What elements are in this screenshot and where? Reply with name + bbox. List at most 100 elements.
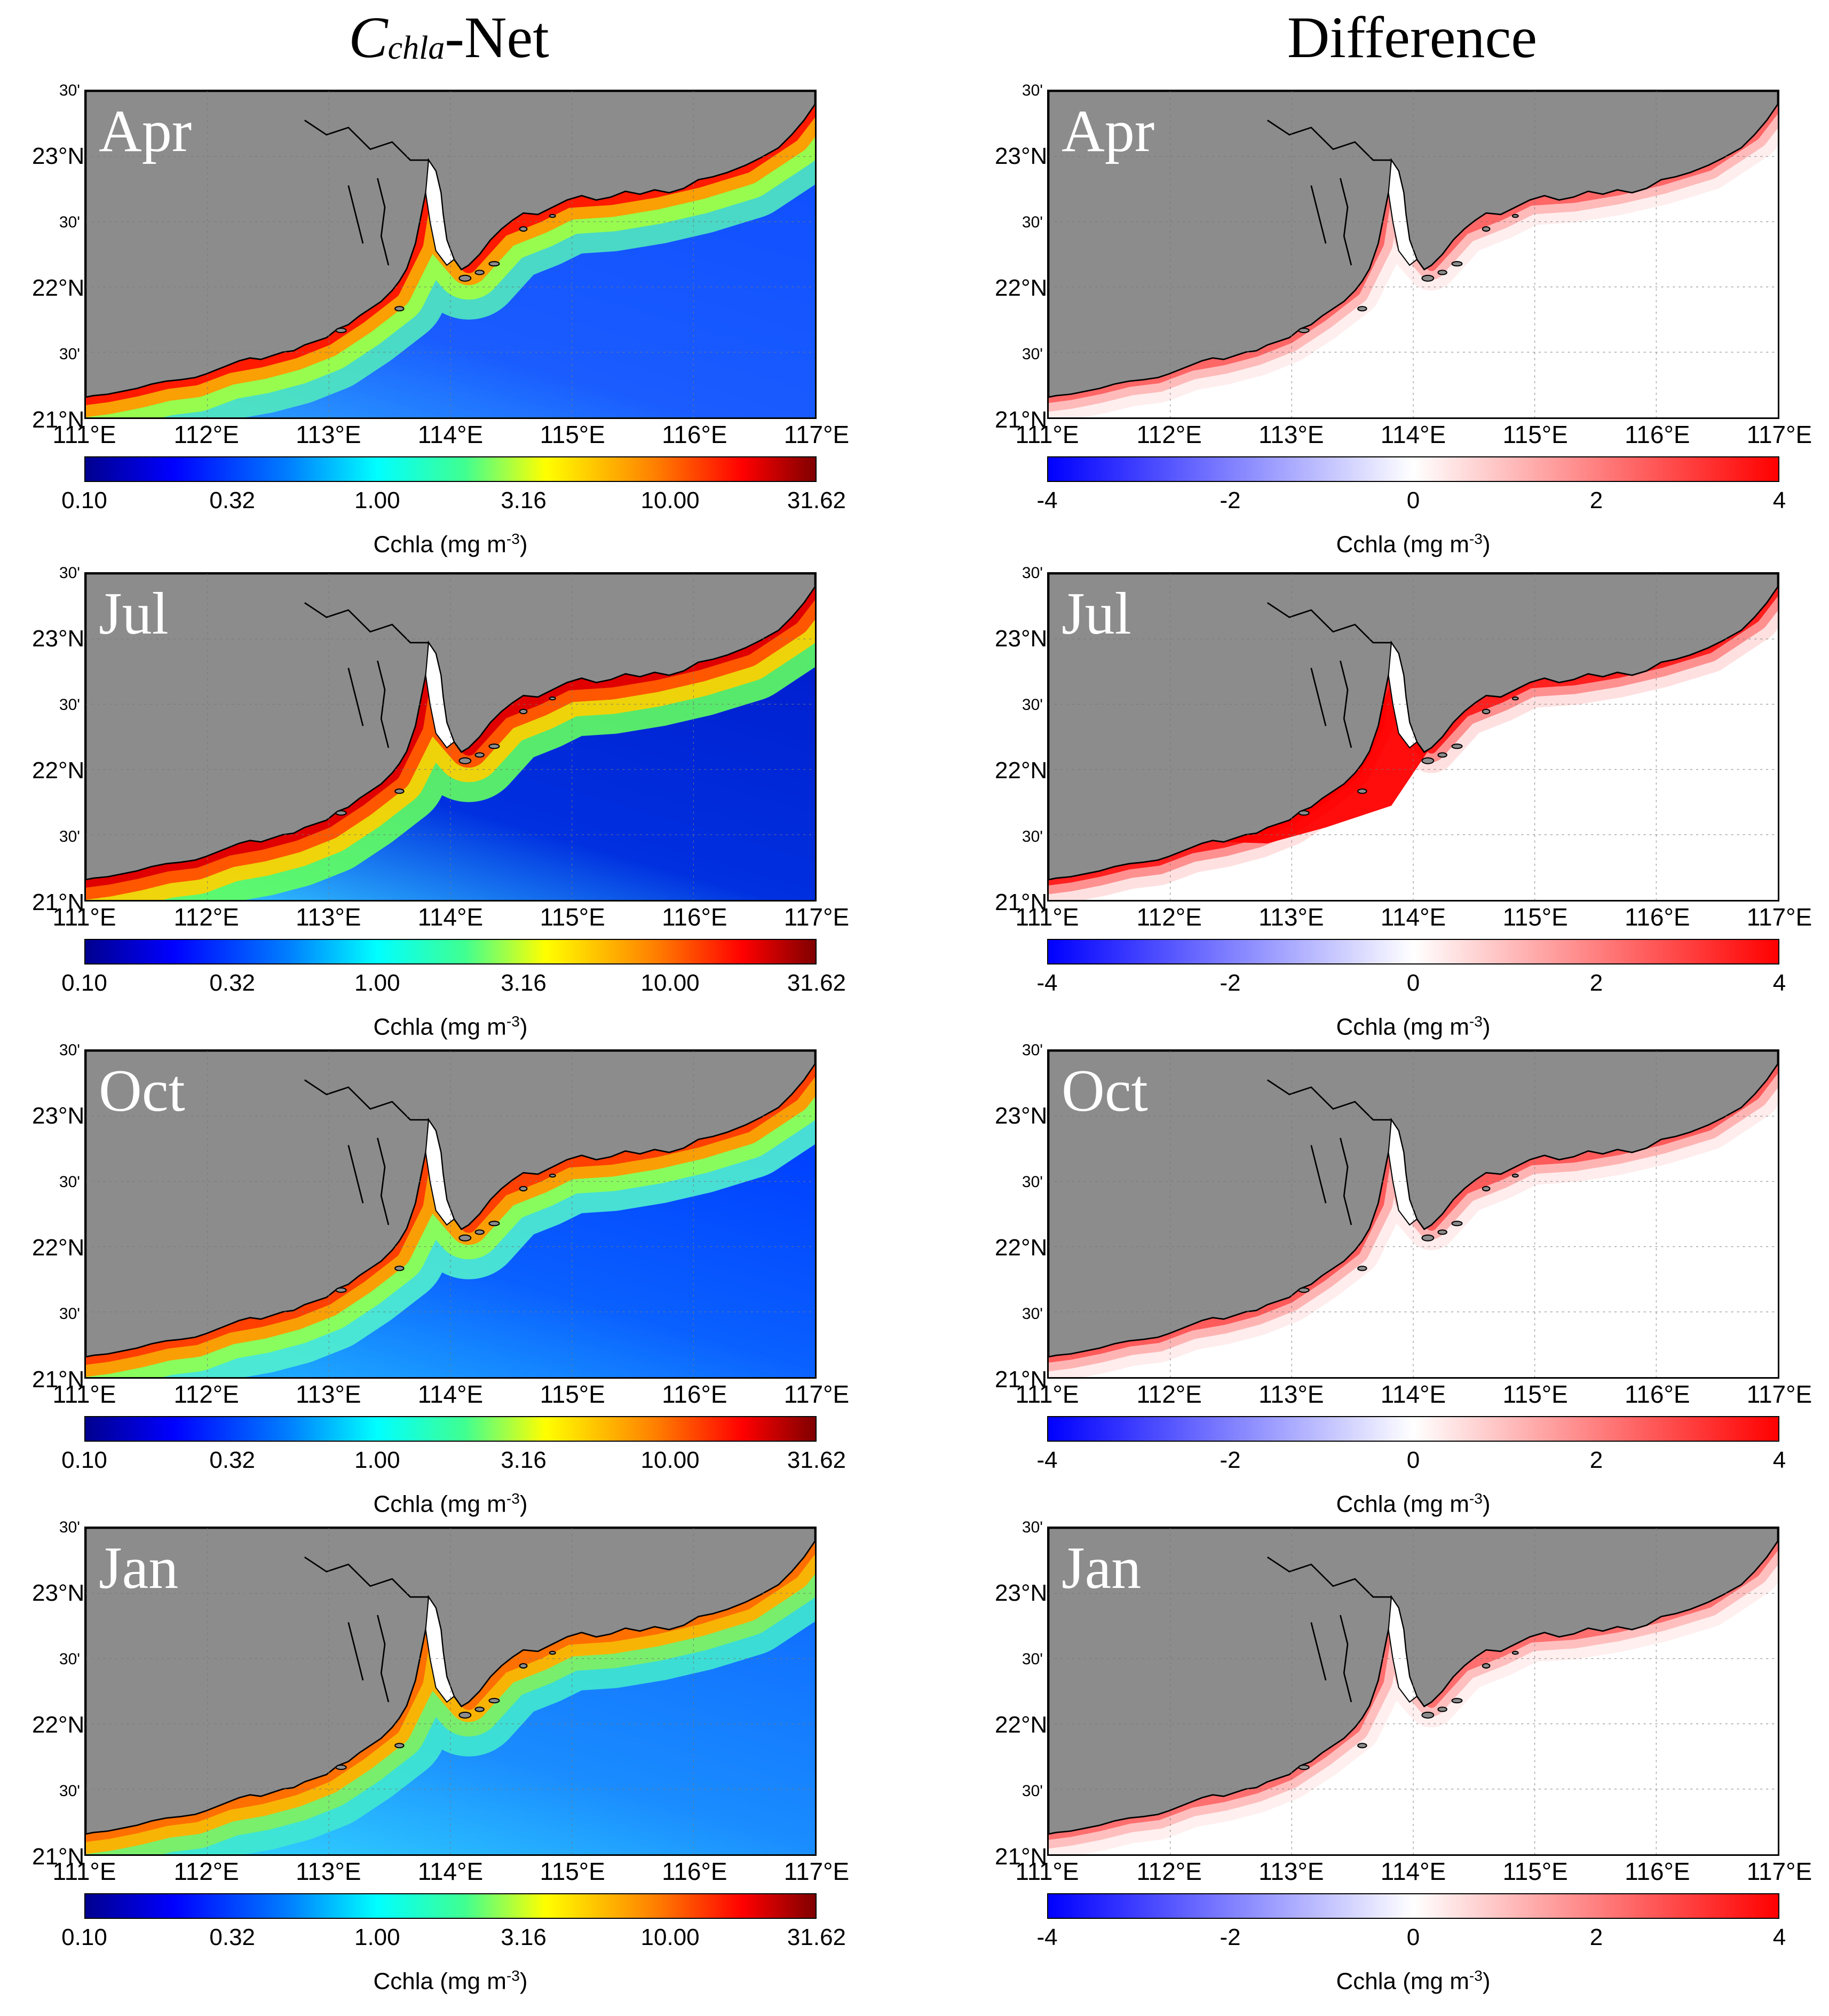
difference-map-svg [1049, 1051, 1778, 1377]
island [335, 810, 347, 816]
colorbar-title: Cchla (mg m-3) [1336, 531, 1491, 558]
chla-colorbar [84, 1893, 817, 1919]
latitude-tick-label: 30' [59, 1782, 80, 1800]
longitude-tick-label: 116°E [662, 1857, 727, 1885]
island [1437, 270, 1447, 275]
chla-colorbar [84, 1416, 817, 1442]
month-label: Jan [99, 1535, 179, 1601]
latitude-tick-label: 30' [59, 1041, 80, 1059]
colorbar-tick-label: 31.62 [787, 1447, 846, 1473]
longitude-tick-label: 114°E [1380, 1857, 1446, 1885]
colorbar-tick-label: 10.00 [640, 1924, 700, 1950]
river-line [1310, 668, 1327, 726]
longitude-tick-label: 117°E [1746, 1857, 1812, 1885]
island [1451, 1221, 1463, 1227]
island [1421, 1234, 1435, 1242]
island [458, 1234, 472, 1242]
longitude-tick-label: 116°E [1625, 1857, 1690, 1885]
island [488, 1698, 500, 1704]
island [1357, 1266, 1367, 1271]
longitude-tick-label: 115°E [1502, 903, 1568, 931]
longitude-tick-label: 116°E [1625, 903, 1690, 931]
island [1421, 1711, 1435, 1719]
colorbar-tick-label: -4 [1036, 970, 1058, 996]
island [335, 1287, 347, 1293]
chla-colorbar [84, 939, 817, 964]
island [1357, 788, 1367, 794]
latitude-tick-label: 30' [59, 1173, 80, 1191]
longitude-tick-label: 113°E [296, 1380, 361, 1408]
colorbar-title: Cchla (mg m-3) [373, 531, 528, 558]
latitude-tick-label: 30' [1022, 1650, 1043, 1668]
colorbar-tick-label: 4 [1772, 970, 1786, 996]
latitude-tick-label: 30' [1022, 213, 1043, 231]
colorbar-tick-label: 4 [1772, 487, 1786, 513]
river-line [347, 185, 364, 244]
chla-map-svg [86, 574, 815, 900]
river-line [1310, 1622, 1327, 1681]
latitude-tick-label: 21°N [995, 407, 1048, 433]
island [474, 270, 485, 275]
river-line [1340, 1137, 1352, 1226]
month-label: Apr [99, 98, 192, 164]
colorbar-tick-label: 31.62 [787, 1924, 846, 1950]
island [549, 1650, 556, 1655]
island [1357, 1743, 1367, 1749]
longitude-tick-label: 115°E [540, 903, 605, 931]
longitude-tick-label: 111°E [1015, 421, 1079, 448]
latitude-tick-label: 22°N [32, 1712, 85, 1738]
island [1298, 327, 1310, 334]
longitude-tick-label: 112°E [1136, 1380, 1202, 1408]
estuary-bay [425, 1118, 455, 1226]
difference-map-apr: Apr [1047, 90, 1779, 419]
latitude-tick-label: 22°N [995, 275, 1048, 302]
island [1482, 708, 1491, 715]
colorbar-tick-label: 0 [1406, 1447, 1420, 1473]
latitude-tick-label: 21°N [32, 889, 85, 915]
island [394, 306, 405, 312]
colorbar-tick-label: 10.00 [640, 1447, 700, 1473]
latitude-tick-label: 21°N [995, 889, 1048, 915]
difference-colorbar [1047, 1893, 1779, 1919]
colorbar-tick-label: 4 [1772, 1924, 1786, 1950]
latitude-tick-label: 30' [59, 695, 80, 714]
difference-map-svg [1049, 574, 1778, 900]
month-label: Jul [1062, 581, 1131, 647]
latitude-tick-label: 23°N [32, 626, 85, 652]
latitude-tick-label: 23°N [32, 1103, 85, 1129]
longitude-tick-label: 112°E [173, 421, 239, 448]
difference-colorbar [1047, 456, 1779, 482]
colorbar-tick-label: 1.00 [354, 487, 400, 513]
island [1451, 1698, 1463, 1704]
right-column-title: Difference [1287, 5, 1538, 70]
latitude-tick-label: 30' [1022, 345, 1043, 363]
estuary-bay [1388, 1595, 1418, 1703]
latitude-tick-label: 23°N [32, 143, 85, 170]
island [1482, 226, 1491, 232]
river-line [377, 178, 390, 266]
river-line [1267, 1556, 1392, 1598]
colorbar-tick-label: -2 [1220, 1447, 1241, 1473]
longitude-tick-label: 116°E [1625, 421, 1690, 448]
island [458, 1711, 472, 1719]
colorbar-tick-label: 0.10 [61, 970, 107, 996]
island [458, 757, 472, 764]
island [474, 1229, 485, 1235]
latitude-tick-label: 22°N [32, 1235, 85, 1261]
river-line [347, 1622, 364, 1681]
longitude-tick-label: 114°E [1380, 421, 1446, 448]
island [1482, 1185, 1491, 1192]
estuary-bay [1388, 159, 1418, 266]
longitude-tick-label: 113°E [1258, 421, 1324, 448]
latitude-tick-label: 22°N [32, 757, 85, 784]
colorbar-tick-label: -2 [1220, 970, 1241, 996]
longitude-tick-label: 111°E [52, 903, 116, 931]
longitude-tick-label: 113°E [1258, 1857, 1324, 1885]
chla-map-svg [86, 91, 815, 417]
colorbar-tick-label: 0.10 [61, 487, 107, 513]
latitude-tick-label: 30' [1022, 1305, 1043, 1323]
island [488, 261, 500, 267]
river-line [304, 1556, 429, 1598]
month-label: Apr [1062, 98, 1155, 164]
island [1511, 214, 1519, 218]
